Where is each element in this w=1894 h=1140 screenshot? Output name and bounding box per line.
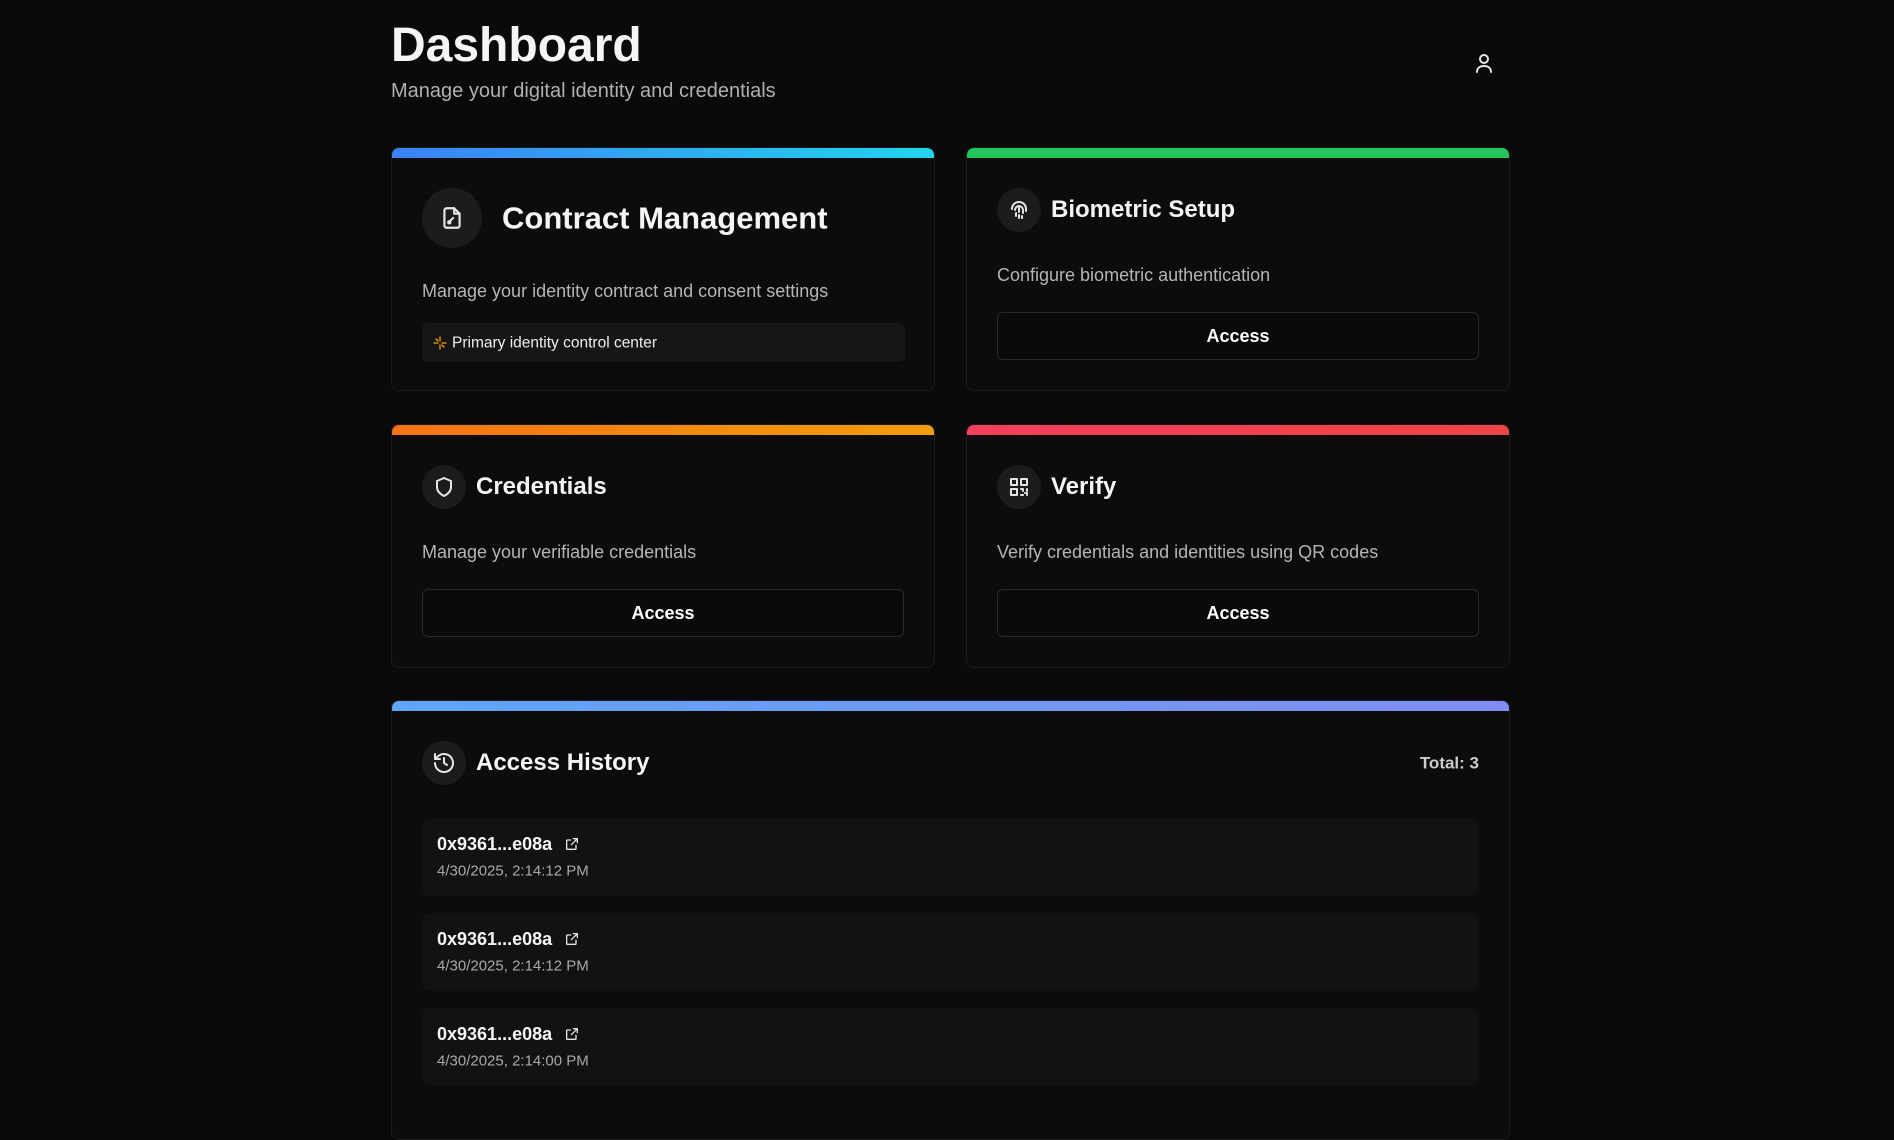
card-title: Credentials — [476, 473, 607, 500]
entry-timestamp: 4/30/2025, 2:14:12 PM — [437, 862, 589, 880]
card-icon — [422, 741, 466, 785]
card-accent — [967, 425, 1509, 435]
card-description: Verify credentials and identities using … — [997, 542, 1379, 562]
entry-address: 0x9361...e08a — [437, 1024, 553, 1044]
entry-timestamp: 4/30/2025, 2:14:12 PM — [437, 957, 589, 975]
card-accent — [392, 425, 934, 435]
card-title: Verify — [1051, 473, 1117, 500]
history-entry: 0x9361...e08a 4/30/2025, 2:14:12 PM — [422, 818, 1479, 896]
entry-address: 0x9361...e08a — [437, 834, 553, 854]
credentials-card: Credentials Manage your verifiable crede… — [391, 424, 935, 668]
page: Dashboard Manage your digital identity a… — [391, 19, 1510, 1140]
external-link[interactable] — [564, 836, 580, 852]
history-entry: 0x9361...e08a 4/30/2025, 2:14:12 PM — [422, 913, 1479, 991]
card-title: Contract Management — [502, 200, 828, 236]
card-icon — [422, 465, 466, 509]
page-title: Dashboard — [391, 19, 642, 72]
card-title: Biometric Setup — [1051, 196, 1236, 223]
card-icon — [997, 465, 1041, 509]
card-accent — [392, 148, 934, 158]
history-card: Access History Total: 3 0x9361...e08a 4/3… — [391, 700, 1510, 1140]
entry-timestamp: 4/30/2025, 2:14:00 PM — [437, 1052, 589, 1070]
biometric-card: Biometric Setup Configure biometric auth… — [966, 147, 1510, 391]
card-accent — [967, 148, 1509, 158]
verify-card: Verify Verify credentials and identities… — [966, 424, 1510, 668]
history-total: Total: 3 — [1419, 753, 1479, 773]
badge: Primary identity control center — [422, 323, 905, 362]
card-description: Configure biometric authentication — [997, 265, 1271, 285]
access-button[interactable]: Access — [422, 589, 904, 637]
badge-text: Primary identity control center — [452, 334, 658, 352]
card-icon — [422, 188, 482, 248]
contract-card: Contract Management Manage your identity… — [391, 147, 935, 391]
card-description: Manage your verifiable credentials — [422, 542, 697, 562]
external-link[interactable] — [564, 1026, 580, 1042]
history-entry: 0x9361...e08a 4/30/2025, 2:14:00 PM — [422, 1008, 1479, 1086]
access-button[interactable]: Access — [997, 312, 1479, 360]
external-link[interactable] — [564, 931, 580, 947]
entry-address: 0x9361...e08a — [437, 929, 553, 949]
card-description: Manage your identity contract and consen… — [422, 281, 829, 301]
card-icon — [997, 188, 1041, 232]
history-title: Access History — [476, 749, 650, 776]
page-subtitle: Manage your digital identity and credent… — [391, 80, 776, 102]
user-icon[interactable] — [1472, 51, 1496, 75]
access-button[interactable]: Access — [997, 589, 1479, 637]
card-accent — [392, 701, 1509, 711]
